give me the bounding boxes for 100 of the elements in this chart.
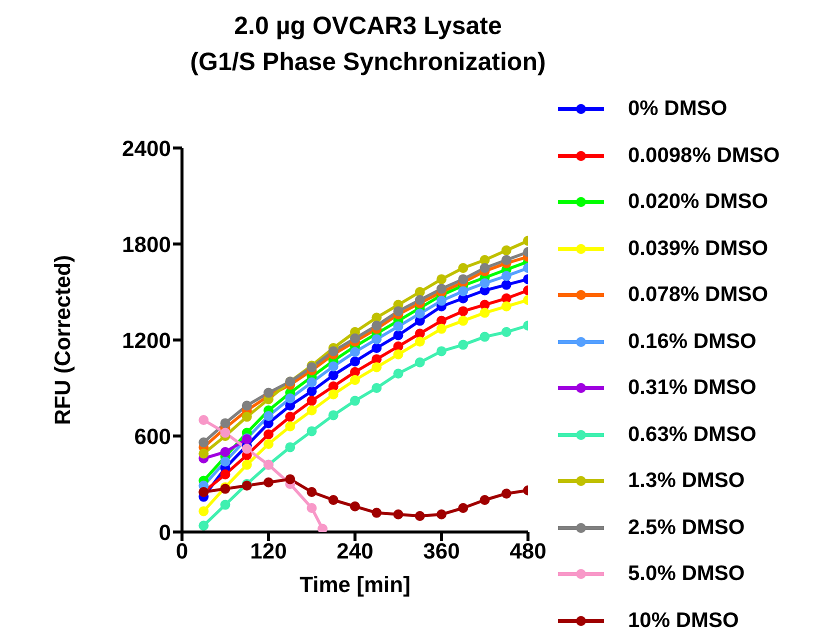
point [220, 447, 230, 457]
point [264, 388, 274, 398]
point [306, 377, 317, 388]
point [393, 321, 404, 332]
point [414, 308, 425, 319]
point [458, 306, 468, 316]
point [285, 412, 296, 422]
point [436, 324, 446, 334]
point [306, 396, 317, 406]
point [436, 274, 446, 284]
point [242, 412, 252, 422]
point [242, 460, 252, 470]
point [372, 362, 382, 372]
point [198, 506, 209, 516]
point [501, 280, 512, 290]
point [372, 334, 382, 344]
point [458, 286, 468, 296]
point [350, 333, 360, 344]
point [328, 361, 338, 372]
x-tick-label: 480 [510, 538, 546, 564]
point [458, 503, 468, 513]
y-tick-label: 600 [134, 424, 171, 449]
point [198, 437, 209, 448]
point [501, 271, 512, 281]
point [393, 368, 404, 379]
point [264, 439, 274, 449]
legend-label: 0.63% DMSO [628, 422, 756, 447]
point [350, 501, 360, 512]
point [436, 284, 446, 294]
point [264, 429, 274, 440]
point [306, 386, 317, 396]
y-tick-label: 2400 [122, 136, 171, 161]
point [220, 500, 230, 510]
point [458, 263, 468, 273]
legend-label: 0.0098% DMSO [628, 144, 780, 168]
point [480, 263, 490, 273]
point [372, 320, 382, 331]
y-tick-label: 1200 [122, 328, 171, 353]
point [306, 426, 317, 436]
x-tick-label: 0 [176, 538, 188, 564]
point [285, 393, 296, 404]
point [328, 389, 338, 400]
point [198, 448, 209, 459]
point [242, 400, 252, 411]
x-tick-label: 240 [336, 538, 374, 564]
legend-label: 0.020% DMSO [628, 190, 768, 214]
point [306, 405, 317, 416]
point [458, 316, 468, 326]
point [393, 330, 404, 340]
point [393, 509, 404, 520]
point [318, 524, 328, 532]
point [414, 295, 425, 305]
point [220, 469, 230, 480]
legend-label: 0.31% DMSO [628, 376, 756, 400]
point [480, 332, 490, 342]
point [242, 444, 252, 454]
point [393, 306, 404, 316]
point [285, 442, 296, 452]
point [436, 509, 446, 520]
point [306, 487, 317, 497]
legend-label: 0% DMSO [628, 97, 728, 122]
point [350, 396, 360, 406]
point [480, 278, 490, 288]
point [220, 456, 230, 467]
point [350, 347, 360, 357]
point [501, 245, 512, 256]
point [350, 375, 360, 385]
legend-label: 0.078% DMSO [628, 283, 768, 308]
x-tick-label: 120 [250, 538, 287, 564]
point [285, 421, 296, 432]
point [372, 383, 382, 393]
point [328, 410, 338, 420]
x-tick-label: 360 [423, 538, 460, 564]
point [350, 356, 360, 366]
point [501, 488, 512, 499]
point [198, 415, 209, 425]
point [220, 428, 230, 438]
point [264, 477, 274, 488]
legend-label: 1.3% DMSO [628, 469, 745, 494]
point [436, 346, 446, 356]
point [393, 349, 404, 360]
y-tick-label: 1800 [122, 232, 171, 257]
legend-label: 5.0% DMSO [628, 562, 745, 586]
legend-label: 10% DMSO [628, 608, 739, 633]
point [436, 296, 446, 306]
chart-title: 2.0 µg OVCAR3 Lysate (G1/S Phase Synchronization) [189, 11, 547, 78]
point [501, 255, 512, 265]
point [306, 503, 317, 513]
y-axis-title: RFU (Corrected) [50, 255, 75, 425]
point [501, 327, 512, 337]
point [458, 274, 468, 284]
point [414, 357, 425, 368]
legend-label: 0.039% DMSO [628, 236, 768, 261]
point [328, 346, 338, 356]
legend-label: 2.5% DMSO [628, 516, 745, 540]
point [480, 495, 490, 505]
point [501, 301, 512, 312]
point [372, 343, 382, 353]
point [264, 411, 274, 421]
point [328, 370, 338, 380]
